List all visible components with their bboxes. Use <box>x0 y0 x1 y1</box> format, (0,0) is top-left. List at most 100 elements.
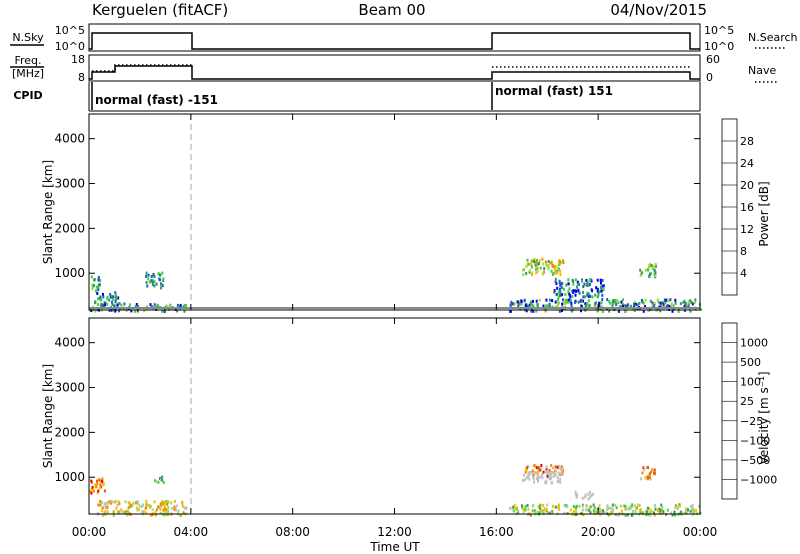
velocity-data-cell <box>126 510 128 514</box>
power-data-cell <box>528 269 531 273</box>
power-data-cell <box>528 303 531 307</box>
velocity-data-cell <box>617 513 620 517</box>
power-data-cell <box>106 302 109 306</box>
power-data-cell <box>563 287 565 291</box>
velocity-data-cell <box>676 505 679 509</box>
power-data-cell <box>587 292 590 296</box>
power-data-cell <box>157 272 160 276</box>
velocity-data-cell <box>592 509 595 513</box>
power-data-cell <box>515 301 518 305</box>
velocity-data-cell <box>540 474 543 478</box>
velocity-data-cell <box>124 500 127 504</box>
power-data-cell <box>559 272 562 276</box>
velocity-data-cell <box>182 511 185 515</box>
velocity-data-cell <box>94 483 97 487</box>
velocity-data-cell <box>97 503 100 507</box>
velocity-data-cell <box>107 501 110 505</box>
velocity-data-cell <box>553 472 556 476</box>
velocity-data-cell <box>167 513 170 517</box>
power-data-cell <box>536 266 539 270</box>
velocity-data-cell <box>529 470 532 474</box>
velocity-data-cell <box>145 511 148 515</box>
power-data-cell <box>642 300 645 304</box>
velocity-data-cell <box>692 508 695 512</box>
velocity-ytick-label: 4000 <box>54 336 85 350</box>
velocity-data-cell <box>89 490 92 493</box>
velocity-data-cell <box>167 506 170 509</box>
velocity-data-cell <box>545 465 548 469</box>
power-data-cell <box>670 302 673 306</box>
power-data-cell <box>622 298 624 302</box>
power-data-cell <box>617 301 620 305</box>
power-data-cell <box>143 309 146 313</box>
power-data-cell <box>587 294 590 298</box>
power-data-cell <box>118 309 121 313</box>
velocity-data-cell <box>175 508 177 512</box>
power-data-cell <box>130 309 133 313</box>
velocity-data-cell <box>690 504 692 508</box>
velocity-data-cell <box>561 468 564 472</box>
power-data-cell <box>633 302 635 306</box>
velocity-data-cell <box>646 506 649 510</box>
nsky-label: N.Sky <box>12 31 44 44</box>
power-data-cell <box>614 301 617 305</box>
power-data-cell <box>123 302 126 306</box>
velocity-data-cell <box>532 503 535 507</box>
velocity-data-cell <box>182 505 185 509</box>
velocity-data-cell <box>523 473 526 477</box>
velocity-data-cell <box>522 479 524 483</box>
velocity-data-cell <box>536 474 539 478</box>
velocity-data-cell <box>529 513 532 517</box>
power-data-cell <box>169 303 172 307</box>
velocity-data-cell <box>151 508 154 512</box>
velocity-data-cell <box>587 497 590 501</box>
xtick-label: 04:00 <box>174 525 209 539</box>
power-data-cell <box>667 299 669 302</box>
velocity-data-cell <box>175 504 178 508</box>
velocity-data-cell <box>134 501 137 505</box>
power-data-cell <box>536 303 539 307</box>
power-data-cell <box>559 260 561 263</box>
power-data-cell <box>561 309 563 313</box>
power-data-cell <box>179 303 182 307</box>
power-data-cell <box>561 302 564 306</box>
power-data-cell <box>151 283 154 287</box>
power-data-cell <box>612 299 615 303</box>
power-data-cell <box>568 287 571 291</box>
power-data-cell <box>584 302 587 306</box>
power-data-cell <box>639 268 642 272</box>
power-data-cell <box>663 301 666 305</box>
velocity-data-cell <box>542 470 545 474</box>
power-data-cell <box>665 298 668 302</box>
power-data-cell <box>559 269 562 273</box>
power-colorbar: 4 8 12 16 20 24 28 <box>721 118 754 296</box>
velocity-data-cell <box>589 495 592 499</box>
power-data-cell <box>96 292 99 295</box>
power-data-cell <box>580 304 583 308</box>
power-data-cell <box>110 295 113 299</box>
station-title: Kerguelen (fitACF) <box>92 1 228 19</box>
power-data-cell <box>582 290 584 294</box>
velocity-data-cell <box>540 508 543 512</box>
power-data-cell <box>532 304 535 308</box>
velocity-data-cell <box>611 509 614 513</box>
velocity-data-cell <box>678 504 681 508</box>
velocity-colorbar-frame <box>721 322 738 500</box>
power-data-cell <box>554 278 557 281</box>
velocity-data-cell <box>118 502 121 506</box>
power-data-cell <box>657 300 660 304</box>
power-data-cell <box>572 289 575 293</box>
power-data-cell <box>622 305 624 308</box>
power-data-cell <box>601 284 604 288</box>
power-data-cell <box>662 302 665 306</box>
velocity-data-cell <box>547 471 550 474</box>
power-data-cell <box>661 305 664 309</box>
power-data-cell <box>106 297 109 301</box>
velocity-data-cell <box>131 504 134 508</box>
power-panel: Slant Range [km] 1000 2000 3000 4000 4 8 12 16… <box>41 113 771 313</box>
power-data-cell <box>148 280 151 284</box>
power-data-cell <box>99 295 102 299</box>
power-data-cell <box>133 309 136 313</box>
velocity-data-cell <box>155 480 158 483</box>
power-data-cell <box>96 307 99 311</box>
